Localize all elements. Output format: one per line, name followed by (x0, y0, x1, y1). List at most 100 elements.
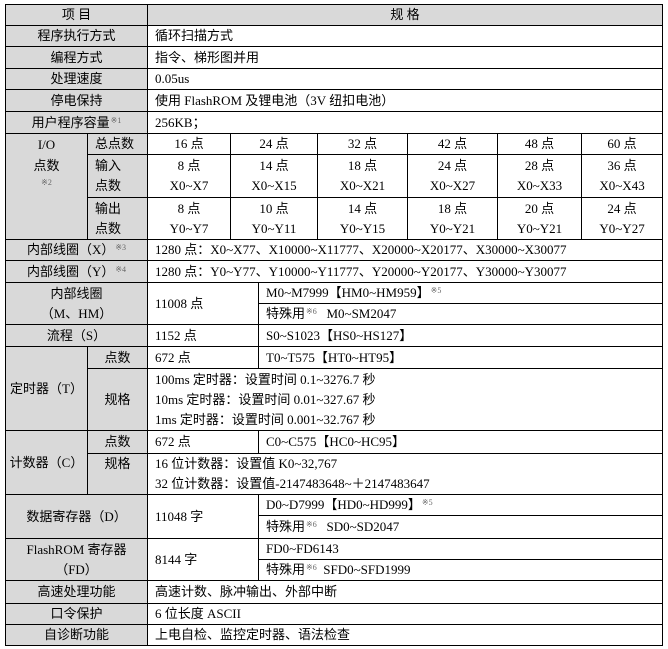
header-item: 项 目 (4, 4, 149, 26)
row-label: 口令保护 (4, 603, 149, 625)
io-input-label: 输入 点数 (86, 154, 149, 198)
footnote: ※5 (421, 498, 433, 507)
row-range: S0~S1023【HS0~HS127】 (258, 324, 664, 347)
io-total: 16 点 (147, 133, 232, 155)
sub-label: 点数 (86, 346, 149, 369)
row-count: 11008 点 (147, 282, 260, 325)
row-value: 循环扫描方式 (147, 25, 664, 47)
sub-label: 规格 (86, 453, 149, 495)
io-output-cell: 18 点 Y0~Y21 (407, 197, 499, 240)
io-label: I/O 点数 ※2 (5, 133, 88, 240)
label-text: 输入 (95, 158, 122, 173)
row-range: FD0~FD6143 (258, 538, 664, 560)
label-text: 点数 (95, 220, 122, 236)
row-range: T0~T575【HT0~HT95】 (258, 346, 664, 369)
label-text: 内部线圈（X） (26, 242, 115, 257)
header-row: 项 目 规 格 (4, 4, 664, 26)
row-label: 处理速度 (4, 68, 149, 90)
io-input-row: 输入 点数 8 点 X0~X7 14 点 X0~X15 18 点 X0~X21 24 点… (6, 154, 664, 198)
label-text: 输出 (95, 200, 122, 216)
footnote: ※5 (430, 286, 442, 295)
special-range: M0~SM2047 (326, 306, 397, 321)
row-label: 内部线圈（X）※3 (4, 239, 149, 261)
range: Y0~Y27 (599, 220, 645, 236)
row-value: 256KB； (147, 111, 664, 134)
table-row: 规格 100ms 定时器：设置时间 0.1~3276.7 秒 10ms 定时器：设… (6, 368, 664, 431)
count: 8 点 (177, 158, 201, 173)
io-output-row: 输出 点数 8 点 Y0~Y7 10 点 Y0~Y11 14 点 Y0~Y15 18 点… (6, 197, 664, 240)
count: 24 点 (437, 158, 468, 173)
range-text: M0~M7999【HM0~HM959】 (266, 285, 430, 300)
io-total-label: 总点数 (86, 133, 149, 155)
spec-line: 100ms 定时器：设置时间 0.1~3276.7 秒 (155, 371, 376, 387)
spec-table: 项 目 规 格 程序执行方式 循环扫描方式 编程方式 指令、梯形图并用 处理速度… (4, 4, 664, 646)
table-row: 口令保护 6 位长度 ASCII (4, 603, 664, 625)
io-label-1: I/O (37, 137, 56, 152)
special-range: SFD0~SFD1999 (323, 562, 411, 577)
table-row: 计数器（C） 点数 672 点 C0~C575【HC0~HC95】 (5, 430, 664, 495)
range: X0~X43 (599, 178, 645, 193)
table-row: 定时器（T） 点数 672 点 T0~T575【HT0~HT95】 (5, 346, 664, 431)
footnote: ※6 (306, 520, 317, 529)
table-row: 自诊断功能 上电自检、监控定时器、语法检查 (4, 624, 664, 646)
row-range: M0~M7999【HM0~HM959】※5 (258, 282, 664, 304)
row-label: 高速处理功能 (4, 580, 149, 604)
row-label: 停电保持 (4, 89, 149, 112)
label-text: 点数 (95, 178, 122, 193)
io-input-cell: 24 点 X0~X27 (407, 154, 499, 198)
row-count: 1152 点 (147, 324, 260, 347)
io-total: 60 点 (581, 133, 664, 155)
row-count: 11048 字 (147, 494, 260, 539)
table-row: 内部线圈（Y）※4 1280 点：Y0~Y77、Y10000~Y11777、Y2… (4, 260, 664, 283)
row-label: 内部线圈（Y）※4 (4, 260, 149, 283)
footnote: ※4 (115, 264, 127, 274)
special-label: 特殊用 (266, 306, 306, 321)
row-label: 内部线圈 （M、HM） (4, 282, 149, 325)
table-row: 内部线圈 （M、HM） 11008 点 M0~M7999【HM0~HM959】※5 (4, 282, 664, 325)
row-special: 特殊用※6 SD0~SD2047 (258, 515, 664, 539)
range-text: D0~D7999【HD0~HD999】 (266, 497, 421, 512)
row-label: 编程方式 (4, 46, 149, 69)
table-row: 处理速度 0.05us (4, 68, 664, 90)
footnote: ※3 (115, 243, 127, 252)
row-label: 自诊断功能 (4, 624, 149, 646)
io-label-2: 点数 (33, 158, 60, 173)
io-output-cell: 14 点 Y0~Y15 (317, 197, 409, 240)
header-spec: 规 格 (147, 4, 664, 26)
footnote: ※6 (306, 563, 317, 572)
table-row: 数据寄存器（D） 11048 字 D0~D7999【HD0~HD999】※5 (4, 494, 664, 539)
label-text: 内部线圈（Y） (26, 263, 115, 279)
row-value: 使用 FlashROM 及锂电池（3V 纽扣电池） (147, 89, 664, 112)
row-label: 计数器（C） (5, 430, 88, 495)
count: 36 点 (607, 158, 637, 173)
row-range: D0~D7999【HD0~HD999】※5 (258, 494, 664, 516)
special-label: 特殊用 (266, 519, 306, 534)
range: X0~X27 (429, 178, 476, 193)
footnote: ※6 (306, 307, 317, 316)
range: X0~X33 (516, 178, 563, 193)
io-total: 48 点 (497, 133, 583, 155)
special-label: 特殊用 (266, 562, 306, 577)
row-value: 上电自检、监控定时器、语法检查 (147, 624, 664, 646)
io-input-cell: 18 点 X0~X21 (317, 154, 409, 198)
table-row: 编程方式 指令、梯形图并用 (4, 46, 664, 69)
count: 10 点 (259, 200, 289, 216)
row-count: 8144 字 (147, 538, 260, 581)
row-specs: 100ms 定时器：设置时间 0.1~3276.7 秒 10ms 定时器：设置时间… (147, 368, 664, 431)
range: X0~X15 (251, 178, 297, 193)
io-output-label: 输出 点数 (86, 197, 149, 240)
row-value: 1280 点：Y0~Y77、Y10000~Y11777、Y20000~Y2017… (147, 260, 664, 283)
row-value: 1280 点：X0~X77、X10000~X11777、X20000~X2017… (147, 239, 664, 261)
row-count: 672 点 (147, 430, 260, 454)
io-input-cell: 36 点 X0~X43 (581, 154, 664, 198)
label-text: （M、HM） (40, 305, 113, 321)
row-value: 0.05us (147, 68, 664, 90)
special-range: SD0~SD2047 (326, 519, 400, 534)
io-output-cell: 20 点 Y0~Y21 (497, 197, 583, 240)
table-row: 内部线圈（X）※3 1280 点：X0~X77、X10000~X11777、X2… (4, 239, 664, 261)
io-output-cell: 10 点 Y0~Y11 (230, 197, 319, 240)
spec-line: 16 位计数器：设置值 K0~32,767 (155, 456, 338, 471)
footnote: ※1 (110, 115, 122, 125)
label-text: 内部线圈 (50, 285, 103, 301)
spec-line: 1ms 定时器：设置时间 0.001~32.767 秒 (155, 411, 376, 427)
